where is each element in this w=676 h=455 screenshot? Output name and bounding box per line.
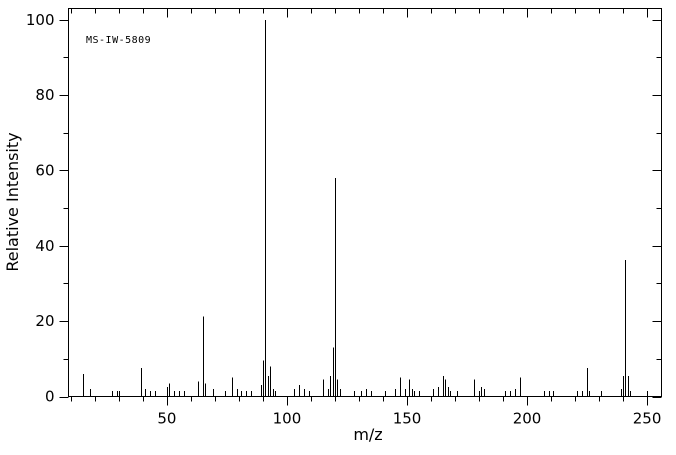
y-tick-label: 0: [45, 388, 55, 406]
y-tick-label: 20: [35, 312, 54, 330]
x-tick-label: 200: [513, 410, 542, 428]
x-tick-label: 150: [393, 410, 422, 428]
y-tick-label: 100: [26, 11, 55, 29]
x-axis-title: m/z: [353, 425, 382, 444]
x-tick-label: 50: [157, 410, 176, 428]
y-axis-tick-labels: 0 20 40 60 80 100: [26, 11, 55, 406]
y-axis-title: Relative Intensity: [3, 132, 22, 271]
x-tick-label: 250: [633, 410, 662, 428]
y-tick-label: 60: [35, 161, 54, 179]
y-axis-ticks: [59, 20, 662, 398]
y-tick-label: 80: [35, 86, 54, 104]
y-tick-label: 40: [35, 237, 54, 255]
x-tick-label: 100: [273, 410, 302, 428]
peak-series: [83, 19, 648, 397]
x-axis-ticks: [71, 8, 648, 406]
x-axis-tick-labels: 50 100 150 200 250: [157, 410, 661, 428]
plot-frame: [68, 8, 662, 397]
sample-label-annotation: MS-IW-5809: [86, 35, 151, 46]
